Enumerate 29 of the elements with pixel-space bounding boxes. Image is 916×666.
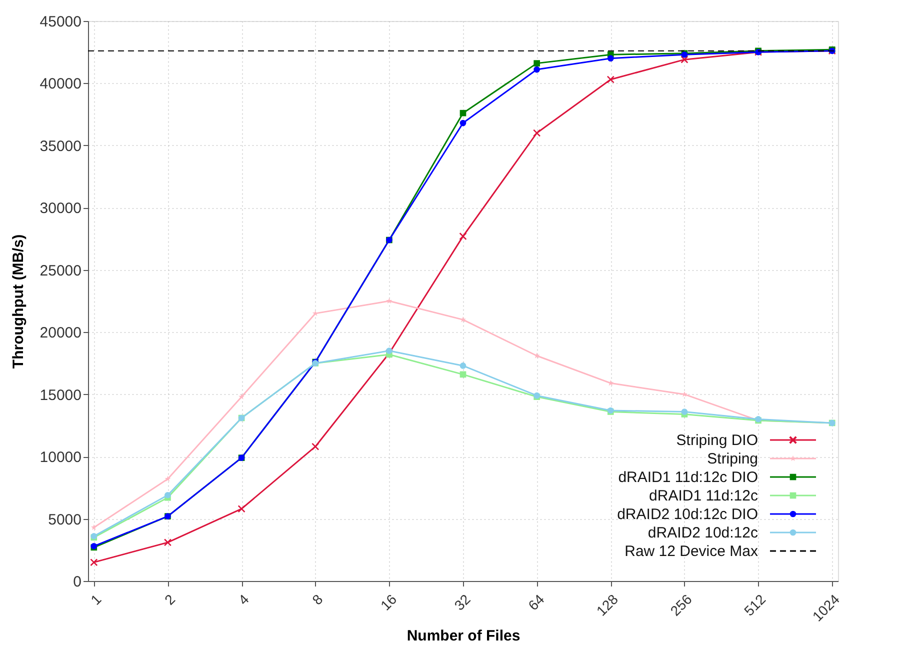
y-tick-label: 15000 [40, 386, 82, 404]
y-axis-title: Throughput (MB/s) [10, 234, 27, 369]
legend-label: Raw 12 Device Max [624, 543, 758, 560]
legend-label: Striping DIO [676, 432, 758, 449]
y-tick-label: 30000 [40, 200, 82, 218]
y-tick-label: 45000 [40, 14, 82, 30]
x-tick-label: 16 [377, 590, 400, 614]
legend-label: dRAID2 10d:12c DIO [617, 506, 758, 523]
legend-label: dRAID1 11d:12c DIO [618, 469, 758, 486]
y-tick-label: 35000 [40, 138, 82, 155]
x-tick-label: 8 [308, 590, 326, 608]
x-tick-label: 128 [593, 590, 622, 619]
x-tick-label: 512 [740, 590, 769, 619]
x-tick-label: 32 [451, 590, 474, 614]
legend-label: Striping [707, 450, 758, 468]
x-tick-label: 4 [235, 590, 252, 608]
x-tick-label: 256 [667, 590, 696, 619]
legend-label: dRAID2 10d:12c [648, 524, 758, 542]
y-tick-label: 40000 [40, 76, 82, 93]
x-tick-label: 1 [87, 590, 104, 608]
y-tick-label: 20000 [40, 324, 82, 342]
y-tick-label: 5000 [48, 511, 82, 528]
y-tick-label: 10000 [40, 449, 82, 466]
x-axis-title: Number of Files [406, 627, 520, 644]
legend-label: dRAID1 11d:12c [649, 488, 758, 504]
y-tick-label: 25000 [40, 262, 82, 280]
x-tick-label: 2 [161, 590, 178, 608]
y-tick-label: 0 [73, 574, 82, 590]
x-tick-label: 64 [524, 590, 548, 614]
